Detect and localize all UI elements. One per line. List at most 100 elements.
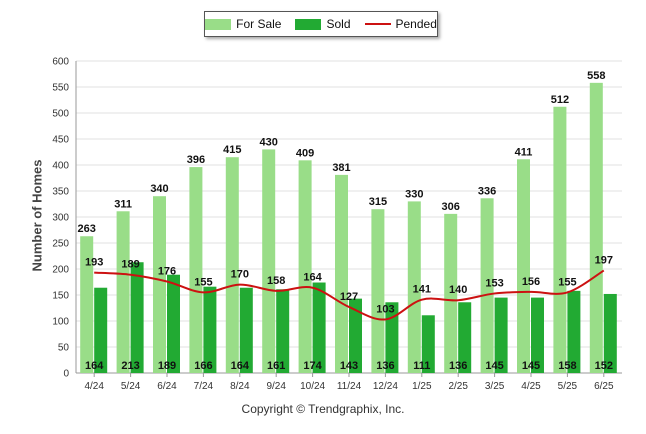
bar-sold — [94, 287, 108, 373]
x-tick-label: 4/25 — [521, 381, 541, 392]
y-tick-label: 0 — [63, 369, 69, 380]
data-label-sold: 189 — [158, 360, 176, 372]
data-label-pended: 164 — [303, 272, 322, 284]
data-label-for-sale: 558 — [587, 70, 605, 82]
bar-for-sale — [517, 159, 530, 373]
x-tick-label: 8/24 — [230, 381, 250, 392]
data-label-for-sale: 415 — [223, 144, 241, 156]
data-label-sold: 152 — [595, 360, 613, 372]
bar-sold — [385, 302, 399, 373]
bar-for-sale — [189, 167, 203, 373]
bar-for-sale — [153, 196, 166, 373]
data-label-sold: 213 — [121, 360, 139, 372]
x-tick-label: 4/24 — [84, 381, 104, 392]
data-label-pended: 155 — [194, 276, 212, 288]
bar-for-sale — [116, 211, 130, 373]
legend: For Sale Sold Pended — [204, 11, 438, 37]
y-axis-label: Number of Homes — [29, 159, 45, 272]
bar-for-sale — [262, 149, 276, 373]
data-label-pended: 189 — [121, 259, 139, 271]
y-tick-label: 150 — [52, 291, 69, 302]
bar-for-sale — [371, 209, 385, 373]
data-label-for-sale: 336 — [478, 185, 496, 197]
data-label-sold: 145 — [522, 360, 540, 372]
bar-for-sale — [589, 82, 603, 373]
data-label-pended: 193 — [85, 257, 103, 269]
x-tick-label: 6/24 — [157, 381, 177, 392]
bar-sold — [421, 315, 435, 373]
data-label-for-sale: 311 — [114, 198, 132, 210]
data-label-pended: 127 — [340, 291, 358, 303]
data-label-pended: 140 — [449, 284, 467, 296]
bar-sold — [603, 293, 617, 373]
data-label-for-sale: 396 — [187, 154, 205, 166]
data-label-pended: 197 — [595, 255, 613, 267]
y-tick-label: 550 — [52, 83, 69, 94]
data-label-pended: 158 — [267, 275, 285, 287]
data-label-for-sale: 512 — [551, 94, 569, 106]
data-label-sold: 164 — [85, 360, 104, 372]
y-tick-label: 200 — [52, 265, 69, 276]
x-tick-label: 9/24 — [266, 381, 286, 392]
data-label-sold: 164 — [231, 360, 250, 372]
bar-for-sale — [80, 236, 94, 373]
data-label-pended: 155 — [558, 276, 576, 288]
bar-sold — [531, 297, 544, 373]
x-tick-label: 10/24 — [300, 381, 325, 392]
bar-sold — [349, 298, 362, 373]
bar-sold — [167, 274, 180, 373]
data-label-sold: 158 — [558, 360, 576, 372]
x-tick-label: 12/24 — [373, 381, 398, 392]
x-tick-label: 5/24 — [121, 381, 141, 392]
data-label-pended: 103 — [376, 303, 394, 315]
y-tick-label: 350 — [52, 187, 69, 198]
legend-label-sold: Sold — [326, 17, 351, 31]
bar-sold — [276, 289, 290, 373]
data-label-sold: 145 — [485, 360, 503, 372]
x-tick-label: 3/25 — [485, 381, 505, 392]
x-tick-label: 2/25 — [448, 381, 468, 392]
data-label-for-sale: 306 — [442, 201, 460, 213]
data-label-pended: 153 — [485, 277, 503, 289]
bar-sold — [312, 282, 326, 373]
data-label-sold: 111 — [413, 360, 430, 372]
data-label-sold: 136 — [449, 360, 467, 372]
line-pended — [94, 269, 605, 321]
legend-item-for-sale: For Sale — [205, 17, 281, 31]
legend-swatch-pended — [364, 23, 391, 25]
legend-item-pended: Pended — [364, 17, 437, 31]
data-label-sold: 136 — [376, 360, 394, 372]
bar-sold — [567, 290, 581, 373]
data-label-for-sale: 315 — [369, 196, 387, 208]
y-tick-label: 400 — [52, 161, 69, 172]
data-label-sold: 174 — [303, 360, 322, 372]
legend-swatch-sold — [295, 18, 322, 30]
data-label-pended: 176 — [158, 265, 176, 277]
bar-for-sale — [553, 106, 567, 373]
y-tick-label: 500 — [52, 109, 69, 120]
legend-label-pended: Pended — [395, 17, 437, 31]
bar-sold — [458, 302, 472, 373]
y-tick-label: 50 — [58, 343, 70, 354]
data-label-sold: 166 — [194, 360, 212, 372]
bar-sold — [203, 286, 217, 373]
x-tick-label: 7/24 — [194, 381, 214, 392]
data-label-sold: 161 — [267, 360, 285, 372]
y-tick-label: 450 — [52, 135, 69, 146]
bar-sold — [494, 297, 508, 373]
data-label-for-sale: 340 — [150, 183, 168, 195]
x-tick-label: 11/24 — [337, 381, 362, 392]
bar-for-sale — [298, 160, 312, 373]
y-tick-label: 300 — [52, 213, 69, 224]
x-tick-label: 1/25 — [412, 381, 432, 392]
y-tick-label: 250 — [52, 239, 69, 250]
bar-sold — [239, 287, 253, 373]
bar-sold — [130, 262, 144, 373]
data-label-for-sale: 330 — [405, 188, 423, 200]
data-label-sold: 143 — [340, 360, 358, 372]
data-label-pended: 170 — [231, 269, 249, 281]
bar-for-sale — [225, 157, 239, 373]
y-tick-label: 600 — [52, 57, 69, 68]
data-label-for-sale: 381 — [332, 162, 350, 174]
